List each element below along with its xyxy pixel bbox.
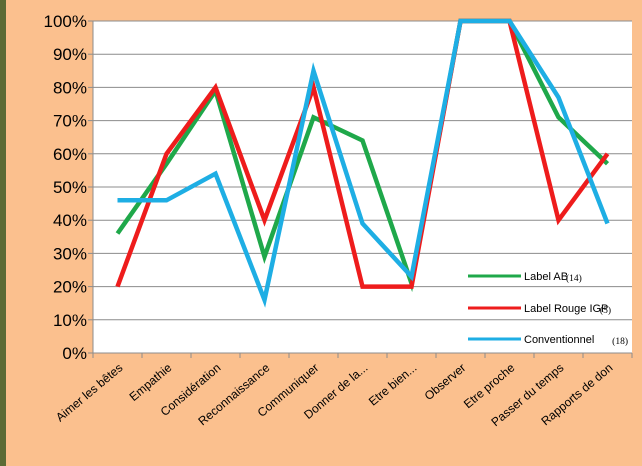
y-tick-label: 90% xyxy=(53,45,87,64)
y-tick-label: 100% xyxy=(44,12,87,31)
legend-count: (18) xyxy=(612,336,628,347)
y-tick-label: 10% xyxy=(53,311,87,330)
line-chart: 0% 10% 20% 30% 40% 50% 60% 70% 80% 90% 100% Aimer … xyxy=(44,12,633,429)
x-tick-label: Observer xyxy=(422,361,469,403)
y-tick-label: 30% xyxy=(53,244,87,263)
chart: 0% 10% 20% 30% 40% 50% 60% 70% 80% 90% 100% Aimer … xyxy=(6,0,642,466)
y-tick-label: 80% xyxy=(53,78,87,97)
series-layer xyxy=(115,18,610,308)
y-tick-label: 50% xyxy=(53,178,87,197)
y-tick-label: 70% xyxy=(53,112,87,131)
legend-count: (14) xyxy=(566,273,582,284)
y-tick-label: 40% xyxy=(53,211,87,230)
legend: Label AB(14) Label Rouge IGP(5) Convention… xyxy=(468,271,628,347)
x-tick-label: Etre bien... xyxy=(366,361,419,409)
y-tick-label: 60% xyxy=(53,145,87,164)
series-line-3 xyxy=(117,18,610,308)
y-axis: 0% 10% 20% 30% 40% 50% 60% 70% 80% 90% 100% xyxy=(44,12,94,363)
y-tick-label: 20% xyxy=(53,278,87,297)
x-axis: Aimer les bêtes EmpathieConsidérationReco… xyxy=(53,353,633,429)
y-tick-label: 0% xyxy=(62,344,87,363)
series-line-2 xyxy=(115,18,610,289)
legend-label: Conventionnel xyxy=(524,334,594,346)
legend-label: Label AB xyxy=(524,271,568,283)
series-line-1 xyxy=(115,18,610,293)
x-tick-label: Aimer les bêtes xyxy=(53,361,125,425)
legend-count: (5) xyxy=(600,305,611,316)
x-tick-label: Empathie xyxy=(127,360,175,404)
legend-label: Label Rouge IGP xyxy=(524,303,608,315)
